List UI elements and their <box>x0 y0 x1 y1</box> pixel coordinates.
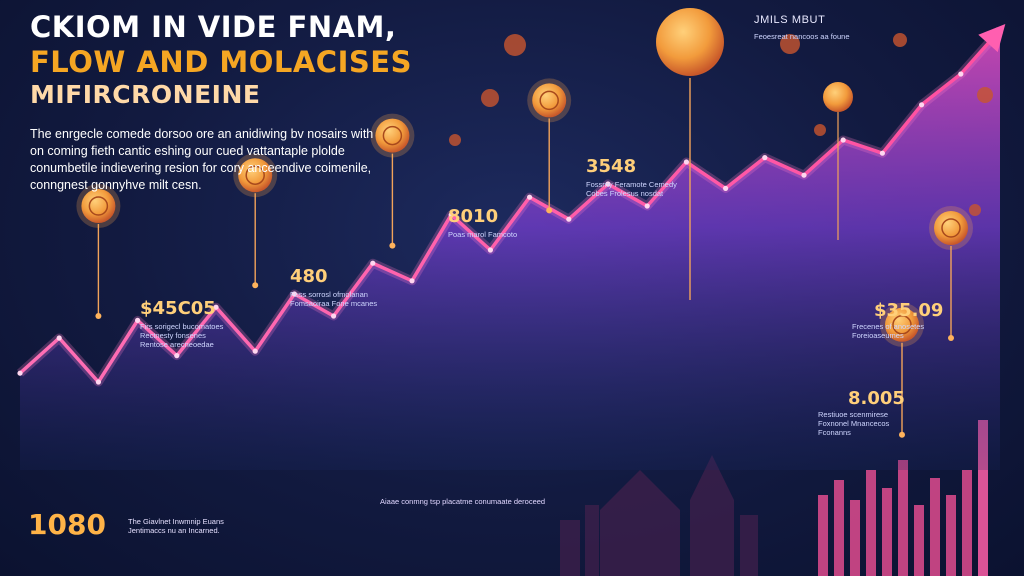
callout-caption-1: Firs sorigecl bucomatoes Rectnesty fonse… <box>140 322 224 349</box>
series-point <box>723 185 729 191</box>
page-title-line-3: MIFIRCRONEINE <box>30 80 261 109</box>
balloon-emblem <box>539 90 559 111</box>
decor-orb-5 <box>893 33 907 47</box>
callout-value-2: 480 <box>290 266 328 287</box>
callout-caption-2: Fuss sorrosl ofmolanan Fomsaoiraa Fone m… <box>290 290 378 308</box>
page-title-line-1: CKIOM IN VIDE FNAM, <box>30 10 397 44</box>
balloon-anchor-dot <box>252 282 259 289</box>
trend-arrow-head <box>978 24 1006 53</box>
balloon-anchor-dot <box>546 207 553 214</box>
decor-orb-2 <box>481 89 499 107</box>
series-point <box>291 291 297 297</box>
corner-label: JMILS MBUT <box>754 14 826 26</box>
balloon-marker-2 <box>233 153 278 289</box>
balloon-emblem <box>892 315 912 335</box>
corner-caption: Feoesreat nancoos aa foune <box>754 32 850 41</box>
callout-value-3: 8010 <box>448 206 499 227</box>
balloon-marker-1 <box>76 184 121 319</box>
callout-value-4: 3548 <box>586 156 637 177</box>
balloon-anchor-dot <box>899 431 905 438</box>
callout-caption-6: Restiuoe scenmirese Foxnonel Mnancecos F… <box>818 410 890 437</box>
series-point <box>919 102 925 108</box>
callout-caption-5: Frecenes of anosetes Foreioaseumes <box>852 322 925 340</box>
series-point <box>331 313 337 319</box>
balloon-marker-4 <box>527 78 572 214</box>
balloon-orb <box>885 307 919 342</box>
series-point <box>448 212 454 218</box>
decor-orb-7 <box>814 124 826 136</box>
decor-orb-3 <box>449 134 461 146</box>
callout-value-5: $35.09 <box>874 300 944 321</box>
series-point <box>566 216 572 222</box>
balloon-anchor-dot <box>389 242 396 249</box>
hero-balloon <box>656 8 724 76</box>
series-point <box>762 155 768 161</box>
series-point <box>95 379 101 385</box>
series-point <box>17 370 23 376</box>
series-area-1 <box>20 30 1000 470</box>
balloon-anchor-dot <box>95 313 102 319</box>
decor-orb-8 <box>969 204 981 216</box>
series-point <box>135 317 141 323</box>
balloon-marker-6 <box>880 302 924 438</box>
series-point <box>879 150 886 156</box>
callout-caption-4: Fossrny Feramote Cemedy Cobes Frolesus n… <box>586 180 677 198</box>
balloon-orb <box>934 211 968 245</box>
series-point <box>213 304 219 310</box>
callout-value-1: $45C05 <box>140 298 216 319</box>
balloon-emblem <box>941 218 961 238</box>
balloon-marker-3 <box>370 113 415 249</box>
balloon-marker-5 <box>929 206 973 341</box>
series-point <box>958 71 964 77</box>
series-point <box>683 159 690 165</box>
balloon-orb <box>238 158 273 193</box>
balloon-emblem <box>382 125 403 146</box>
decor-orb-4 <box>780 34 800 54</box>
balloon-orb <box>375 118 410 153</box>
balloon-orb <box>81 189 116 223</box>
callout-value-6: 8.005 <box>848 388 905 409</box>
decor-orb-1 <box>504 34 526 56</box>
series-point <box>840 137 846 143</box>
city-skyline <box>560 420 988 576</box>
series-point <box>409 278 415 284</box>
callout-caption-3: Poas marol Famcoto <box>448 230 518 239</box>
series-point <box>174 353 180 359</box>
series-point <box>370 260 376 266</box>
balloon-emblem <box>88 196 109 216</box>
series-point <box>527 194 533 200</box>
series-point <box>644 203 650 209</box>
small-balloon <box>823 82 853 112</box>
footer-caption: Aiaae conmng tsp placatme conumaate dero… <box>380 497 546 506</box>
decor-orb-6 <box>977 87 993 103</box>
balloon-anchor-dot <box>948 335 954 341</box>
balloon-emblem <box>245 165 265 185</box>
series-point <box>56 335 62 341</box>
bottom-value: 1080 <box>28 508 106 541</box>
page-title-line-2: FLOW AND MOLACISES <box>30 45 412 79</box>
series-point <box>801 172 807 178</box>
intro-paragraph: The enrgecle comede dorsoo ore an anidiw… <box>30 127 374 192</box>
balloon-orb <box>532 83 567 118</box>
bottom-caption: The Giavlnet Inwmnip Euans Jentimaccs nu… <box>128 517 224 535</box>
series-line-1 <box>18 28 1002 384</box>
series-point <box>487 247 493 253</box>
series-point <box>605 181 611 187</box>
series-point <box>252 348 258 354</box>
